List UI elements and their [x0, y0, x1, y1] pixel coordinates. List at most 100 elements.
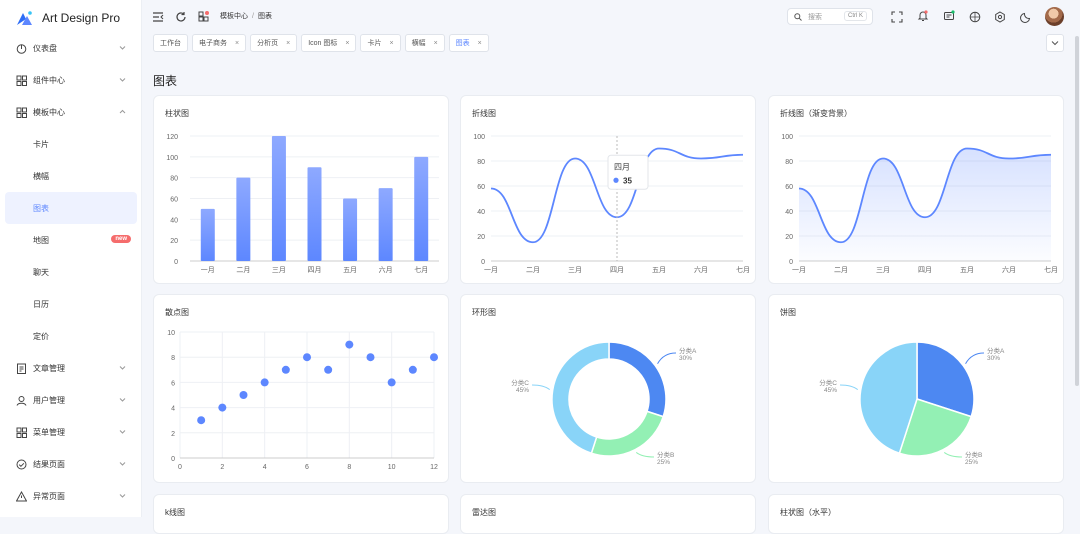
worktab-4[interactable]: 卡片 × — [360, 34, 401, 52]
y-tick-label: 100 — [166, 155, 178, 162]
bar[interactable] — [378, 188, 393, 261]
pie-slice[interactable] — [859, 341, 918, 455]
sidebar-item-2[interactable]: 模板中心 — [0, 96, 142, 128]
close-icon[interactable]: × — [389, 39, 394, 47]
worktab-5[interactable]: 横幅 × — [404, 34, 445, 52]
tooltip-category: 四月 — [614, 162, 630, 171]
x-tick-label: 五月 — [960, 266, 974, 274]
sidebar-item-label: 仪表盘 — [33, 43, 57, 53]
series-line[interactable] — [490, 147, 744, 244]
settings-gear-icon[interactable] — [994, 11, 1006, 23]
x-tick-label: 五月 — [343, 266, 357, 274]
breadcrumb-item-charts: 图表 — [257, 13, 272, 20]
x-tick-label: 8 — [347, 464, 351, 471]
kline-chart-card: k线图 — [153, 494, 449, 534]
menu-fold-icon[interactable] — [152, 11, 164, 23]
search-placeholder: 搜索 — [808, 13, 822, 21]
user-avatar[interactable] — [1045, 7, 1064, 26]
bar[interactable] — [236, 177, 251, 261]
series-line[interactable] — [798, 147, 1052, 244]
worktab-2[interactable]: 分析页 × — [250, 34, 298, 52]
bar[interactable] — [271, 136, 286, 261]
x-tick-label: 6 — [305, 464, 309, 471]
notification-bell-icon[interactable] — [917, 10, 929, 22]
bar[interactable] — [200, 208, 215, 261]
page-scrollbar[interactable] — [1075, 36, 1079, 386]
bar[interactable] — [414, 156, 429, 261]
scatter-point[interactable] — [430, 353, 438, 362]
chat-icon[interactable] — [943, 10, 955, 22]
scatter-point[interactable] — [345, 340, 354, 349]
worktab-1[interactable]: 电子商务 × — [192, 34, 247, 52]
sidebar-item-label: 异常页面 — [33, 491, 65, 501]
sidebar-item-13[interactable]: 结果页面 — [0, 448, 142, 480]
pie-slice[interactable] — [916, 341, 975, 418]
search-icon — [794, 12, 802, 21]
refresh-icon[interactable] — [175, 11, 187, 23]
card-title: 折线图 — [472, 109, 496, 118]
scatter-point[interactable] — [387, 378, 396, 387]
worktab-0[interactable]: 工作台 — [153, 34, 188, 52]
chevron-down-icon — [119, 494, 126, 498]
bar[interactable] — [343, 198, 358, 262]
close-icon[interactable]: × — [235, 39, 240, 47]
worktab-6[interactable]: 图表 × — [448, 34, 489, 52]
sidebar-item-9[interactable]: 定价 — [0, 320, 142, 352]
scatter-point[interactable] — [260, 378, 269, 387]
y-tick-label: 20 — [477, 234, 485, 241]
sidebar-item-14[interactable]: 异常页面 — [0, 480, 142, 512]
chevron-up-icon — [119, 109, 126, 114]
breadcrumb: 模板中心 / 图表 — [220, 11, 272, 21]
language-icon[interactable] — [969, 11, 981, 23]
slice-label-name: 分类A — [679, 346, 697, 355]
x-tick-label: 二月 — [834, 266, 848, 274]
bar[interactable] — [307, 167, 322, 261]
scatter-point[interactable] — [197, 416, 206, 425]
x-tick-label: 四月 — [308, 266, 322, 274]
close-icon[interactable]: × — [345, 39, 350, 47]
new-badge: new — [111, 235, 131, 243]
fast-enter-icon[interactable] — [198, 10, 210, 22]
sidebar-item-5[interactable]: 图表 — [5, 192, 137, 224]
scatter-point[interactable] — [239, 391, 248, 399]
pie-slice[interactable] — [898, 398, 973, 457]
radar-chart-card: 雷达图 — [460, 494, 756, 534]
scatter-point[interactable] — [324, 365, 333, 374]
tabs-more-button[interactable] — [1046, 34, 1064, 52]
scatter-point[interactable] — [366, 353, 375, 362]
scatter-point[interactable] — [303, 353, 311, 362]
app-name: Art Design Pro — [42, 11, 121, 25]
grid-icon — [16, 427, 27, 438]
sidebar-item-4[interactable]: 横幅 — [0, 160, 142, 192]
scatter-point[interactable] — [408, 365, 417, 374]
breadcrumb-item-templates[interactable]: 模板中心 — [220, 13, 248, 20]
dark-mode-moon-icon[interactable] — [1020, 11, 1032, 23]
sidebar-item-10[interactable]: 文章管理 — [0, 352, 142, 384]
sidebar-item-6[interactable]: 地图 new — [0, 224, 142, 256]
search-input[interactable]: 搜索 Ctrl K — [787, 8, 873, 25]
sidebar-item-12[interactable]: 菜单管理 — [0, 416, 142, 448]
pie-slice[interactable] — [608, 341, 667, 418]
close-icon[interactable]: × — [286, 39, 291, 47]
sidebar-item-0[interactable]: 仪表盘 — [0, 32, 142, 64]
pie-slice[interactable] — [590, 410, 665, 457]
sidebar-item-8[interactable]: 日历 — [0, 288, 142, 320]
close-icon[interactable]: × — [477, 39, 482, 47]
fullscreen-icon[interactable] — [891, 11, 903, 23]
app-logo[interactable]: Art Design Pro — [16, 8, 120, 28]
scatter-point[interactable] — [281, 365, 290, 374]
label-leader-line — [531, 384, 551, 391]
x-tick-label: 七月 — [414, 265, 428, 274]
y-tick-label: 20 — [785, 234, 793, 241]
sidebar-item-7[interactable]: 聊天 — [0, 256, 142, 288]
close-icon[interactable]: × — [433, 39, 438, 47]
sidebar-item-3[interactable]: 卡片 — [0, 128, 142, 160]
top-header: 模板中心 / 图表 搜索 Ctrl K — [142, 0, 1080, 33]
sidebar-item-1[interactable]: 组件中心 — [0, 64, 142, 96]
sidebar-item-11[interactable]: 用户管理 — [0, 384, 142, 416]
scatter-point[interactable] — [218, 403, 227, 412]
pie-slice[interactable] — [551, 341, 610, 455]
worktab-3[interactable]: Icon 图标 × — [301, 34, 357, 52]
